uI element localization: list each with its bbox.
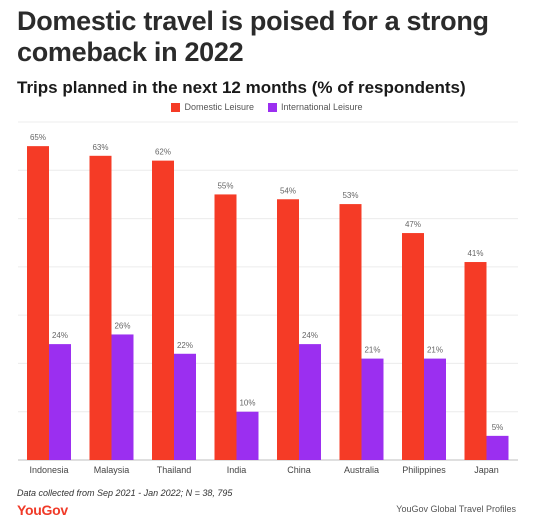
- data-label: 62%: [155, 148, 171, 157]
- x-tick-label: Philippines: [402, 465, 446, 475]
- chart-title: Domestic travel is poised for a strong c…: [17, 6, 489, 67]
- data-label: 53%: [342, 191, 358, 200]
- x-tick-label: Indonesia: [29, 465, 68, 475]
- legend-item-international: International Leisure: [267, 102, 363, 112]
- bar-international: [236, 411, 259, 460]
- data-label: 65%: [30, 133, 46, 142]
- source-note: Data collected from Sep 2021 - Jan 2022;…: [17, 488, 233, 498]
- legend-label-international: International Leisure: [280, 102, 363, 112]
- bar-international: [486, 435, 509, 460]
- data-label: 41%: [467, 249, 483, 258]
- data-label: 5%: [492, 423, 504, 432]
- data-label: 55%: [217, 181, 233, 190]
- legend-swatch-international: [267, 102, 277, 112]
- data-label: 24%: [52, 331, 68, 340]
- x-tick-label: India: [227, 465, 247, 475]
- legend-item-domestic: Domestic Leisure: [171, 102, 254, 112]
- x-tick-label: Australia: [344, 465, 379, 475]
- bar-international: [49, 344, 71, 460]
- bar-domestic: [27, 146, 49, 460]
- x-tick-label: China: [287, 465, 311, 475]
- bar-international: [361, 358, 384, 460]
- legend-label-domestic: Domestic Leisure: [184, 102, 254, 112]
- legend-swatch-domestic: [171, 102, 181, 112]
- bar-international: [174, 353, 196, 460]
- data-label: 24%: [302, 331, 318, 340]
- bar-domestic: [152, 160, 174, 460]
- yougov-logo: YouGov: [17, 502, 68, 518]
- bar-international: [111, 334, 134, 460]
- bar-international: [299, 344, 321, 460]
- bar-domestic: [89, 155, 112, 461]
- chart-subtitle: Trips planned in the next 12 months (% o…: [17, 78, 466, 97]
- x-tick-label: Japan: [474, 465, 499, 475]
- data-label: 10%: [239, 399, 255, 408]
- data-label: 21%: [364, 346, 380, 355]
- data-label: 47%: [405, 220, 421, 229]
- data-label: 21%: [427, 346, 443, 355]
- x-tick-label: Thailand: [157, 465, 192, 475]
- bar-domestic: [214, 194, 237, 460]
- bar-international: [424, 358, 446, 460]
- credit-text: YouGov Global Travel Profiles: [396, 504, 516, 514]
- bar-domestic: [277, 199, 299, 460]
- data-label: 54%: [280, 186, 296, 195]
- data-label: 22%: [177, 341, 193, 350]
- data-label: 26%: [114, 321, 130, 330]
- data-label: 63%: [92, 143, 108, 152]
- bar-domestic: [339, 204, 362, 460]
- bar-domestic: [402, 233, 424, 460]
- legend: Domestic Leisure International Leisure: [0, 102, 534, 112]
- x-tick-label: Malaysia: [94, 465, 130, 475]
- bar-domestic: [464, 262, 487, 460]
